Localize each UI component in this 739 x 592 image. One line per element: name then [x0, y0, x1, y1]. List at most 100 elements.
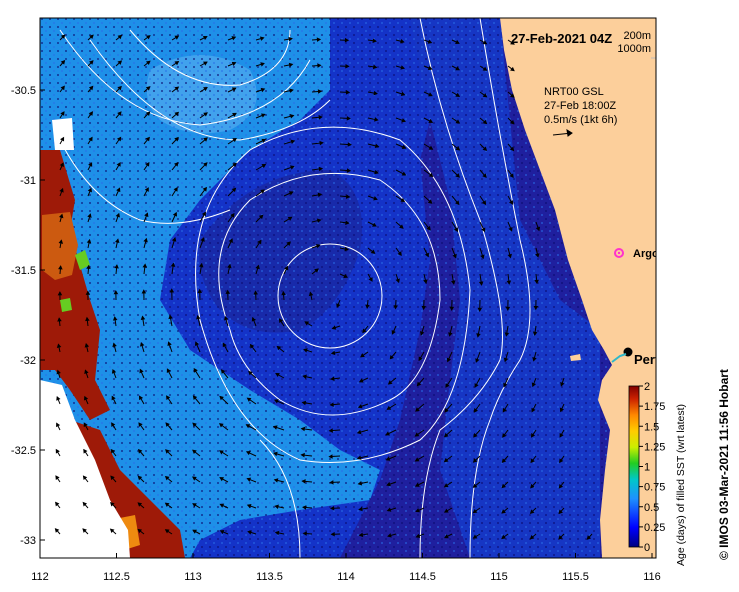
- current-arrow: [507, 39, 515, 45]
- current-arrow: [227, 137, 237, 145]
- current-arrow: [311, 115, 323, 120]
- current-arrow: [283, 165, 295, 171]
- city-marker-icon[interactable]: [611, 347, 633, 363]
- current-arrow: [358, 532, 369, 538]
- current-arrow: [283, 88, 294, 93]
- city-label-perth: Perth: [634, 352, 667, 367]
- current-arrow: [275, 373, 285, 379]
- current-arrow: [311, 218, 322, 223]
- current-arrow: [339, 273, 349, 278]
- current-arrow: [246, 477, 257, 483]
- current-arrow: [367, 195, 378, 201]
- current-arrow: [385, 429, 397, 436]
- current-arrow: [479, 117, 488, 125]
- current-arrow: [225, 289, 231, 301]
- argo-float-marker[interactable]: [614, 248, 624, 258]
- current-arrow: [55, 448, 61, 457]
- current-arrow: [331, 325, 341, 330]
- current-arrow: [255, 62, 265, 67]
- current-arrow: [143, 35, 151, 41]
- current-arrow: [87, 85, 94, 93]
- current-arrow: [339, 63, 350, 69]
- contour-ring-2: [218, 172, 441, 416]
- current-arrow: [339, 246, 350, 252]
- current-arrow: [479, 247, 485, 260]
- current-arrow: [367, 64, 378, 70]
- current-arrow: [534, 273, 539, 285]
- current-arrow: [227, 61, 237, 67]
- current-arrow: [115, 162, 121, 171]
- current-arrow: [283, 62, 294, 68]
- current-arrow: [443, 455, 453, 463]
- current-arrow: [219, 529, 229, 535]
- current-arrow: [245, 424, 257, 431]
- colorbar-ticks: 0 0.25 0.5 0.75 1 1.25 1.5 1.75 2: [639, 381, 665, 554]
- current-arrow: [415, 507, 425, 513]
- current-arrow: [507, 143, 515, 152]
- current-arrow: [142, 263, 148, 275]
- colorbar-tick-label: 1.5: [644, 421, 659, 433]
- x-tick-label: 115: [490, 571, 508, 583]
- sst-orange-lower: [45, 402, 140, 552]
- current-arrow: [451, 247, 457, 259]
- current-arrow: [311, 63, 322, 68]
- colorbar: [628, 385, 640, 548]
- current-arrow: [59, 187, 64, 197]
- current-note-time: 27-Feb 18:00Z: [544, 100, 616, 112]
- current-arrow: [110, 501, 117, 509]
- current-arrow: [423, 91, 433, 97]
- current-arrow: [82, 475, 89, 483]
- current-arrow: [451, 143, 461, 151]
- current-arrow: [559, 403, 565, 413]
- current-arrow: [199, 112, 208, 119]
- current-arrow: [472, 507, 481, 514]
- current-arrow: [246, 504, 257, 509]
- current-arrow: [171, 35, 180, 41]
- current-arrow: [112, 316, 118, 327]
- current-arrow: [389, 351, 397, 360]
- current-arrow: [87, 111, 94, 119]
- current-arrow: [391, 325, 397, 335]
- contour-line-south: [259, 439, 301, 558]
- current-arrow: [336, 299, 341, 308]
- current-arrow: [529, 533, 537, 540]
- current-arrow: [255, 113, 266, 119]
- current-arrow: [283, 114, 295, 119]
- current-arrow: [255, 163, 267, 171]
- current-arrow: [356, 455, 369, 460]
- current-arrow: [283, 241, 291, 249]
- current-arrow: [171, 211, 178, 223]
- current-arrow: [115, 212, 120, 223]
- current-arrow: [362, 325, 369, 334]
- current-arrow: [367, 38, 377, 43]
- current-arrow: [451, 221, 459, 233]
- current-arrow: [472, 533, 481, 539]
- map-plot-area: Argo Perth 27-Feb-2021 04Z 200m 1000m NR…: [40, 18, 667, 558]
- current-arrow: [219, 477, 229, 483]
- colorbar-tick-label: 0.25: [644, 522, 665, 534]
- current-arrow: [137, 528, 145, 535]
- current-arrow: [165, 449, 173, 457]
- current-arrow: [59, 213, 64, 223]
- current-arrow: [85, 290, 91, 301]
- current-arrow: [387, 377, 397, 385]
- current-arrow: [529, 507, 537, 514]
- current-arrow: [395, 91, 406, 96]
- current-arrow: [219, 503, 229, 509]
- current-arrow: [502, 429, 509, 438]
- current-arrow: [356, 429, 369, 435]
- current-arrow: [302, 505, 313, 510]
- current-arrow: [387, 533, 397, 538]
- current-arrow: [476, 325, 481, 338]
- current-arrow: [255, 214, 264, 223]
- current-arrow: [423, 143, 434, 150]
- current-arrow: [385, 455, 397, 461]
- current-arrow: [415, 403, 425, 412]
- current-arrow: [505, 299, 511, 311]
- current-arrow: [143, 86, 151, 93]
- current-arrow: [164, 475, 173, 483]
- current-arrow: [311, 268, 319, 275]
- current-arrow: [194, 341, 201, 353]
- current-arrow: [339, 142, 352, 147]
- current-arrow: [283, 191, 294, 197]
